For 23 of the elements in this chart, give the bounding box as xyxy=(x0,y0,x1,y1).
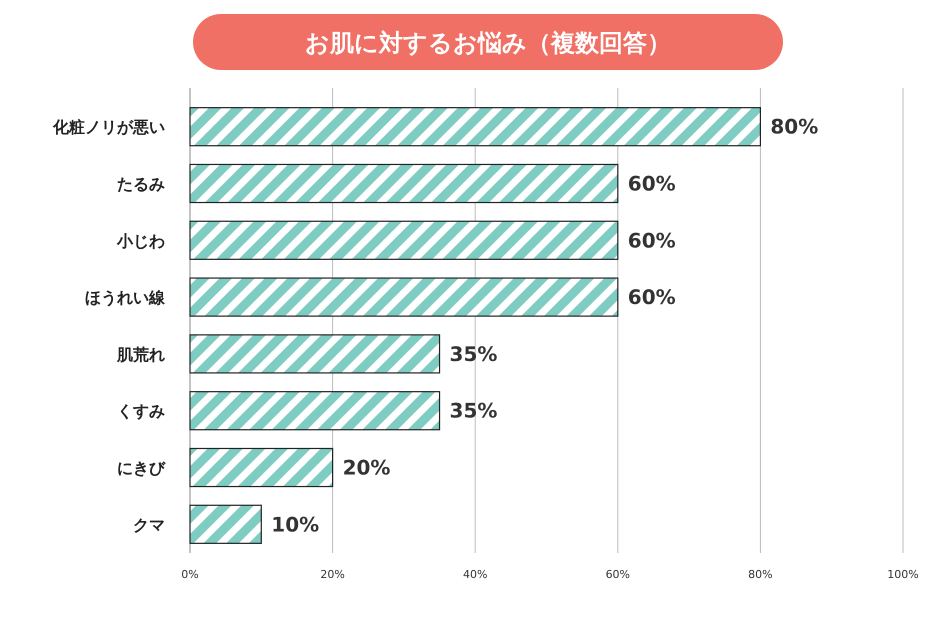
y-tick-label: にきび xyxy=(117,458,166,478)
x-tick-label: 60% xyxy=(606,568,630,581)
chart-title: お肌に対するお悩み（複数回答） xyxy=(305,29,671,57)
x-tick-label: 20% xyxy=(320,568,345,581)
x-tick-label: 0% xyxy=(181,568,199,581)
data-label: 10% xyxy=(271,512,320,536)
data-label: 60% xyxy=(628,285,676,310)
data-label: 60% xyxy=(628,228,676,252)
y-tick-label: ほうれい線 xyxy=(85,288,166,308)
data-label: 35% xyxy=(450,398,498,423)
data-label: 35% xyxy=(450,342,498,366)
data-label: 60% xyxy=(628,171,676,196)
data-label: 20% xyxy=(342,456,390,480)
y-tick-label: クマ xyxy=(133,515,165,534)
y-tick-label: くすみ xyxy=(117,402,165,421)
x-tick-label: 80% xyxy=(748,568,773,581)
y-tick-label: 肌荒れ xyxy=(116,344,165,364)
y-tick-label: 小じわ xyxy=(116,231,165,250)
y-tick-label: たるみ xyxy=(117,174,165,194)
y-tick-label: 化粧ノリが悪い xyxy=(52,118,165,137)
data-label: 80% xyxy=(770,114,818,139)
x-tick-label: 40% xyxy=(462,568,488,581)
x-tick-label: 100% xyxy=(887,568,919,581)
